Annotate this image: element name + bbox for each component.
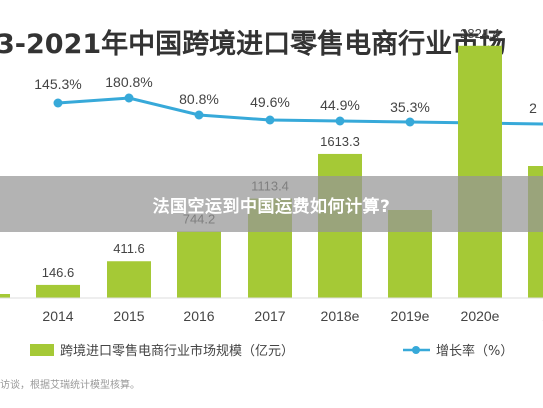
bar-value-label-2018e: 1613.3 [320, 134, 360, 149]
x-tick-2017: 2017 [254, 308, 285, 324]
x-tick-2020e: 2020e [461, 308, 500, 324]
chart-title: 3-2021年中国跨境进口零售电商行业市场 [0, 28, 506, 60]
growth-label-1: 180.8% [105, 74, 152, 90]
bar-2020e [458, 45, 502, 298]
growth-label-7: 2 [529, 100, 537, 116]
bar-value-label-2014: 146.6 [42, 265, 75, 280]
bar-2016 [177, 231, 221, 298]
bar-2014 [36, 284, 80, 298]
source-note: 访谈，根据艾瑞统计模型核算。 [0, 380, 140, 391]
legend-bar-swatch [30, 344, 54, 356]
growth-label-3: 49.6% [250, 94, 290, 110]
bar-value-label-2020e: 2824.4 [460, 26, 500, 41]
legend-bar-label: 跨境进口零售电商行业市场规模（亿元） [60, 343, 294, 359]
x-tick-2015: 2015 [113, 308, 144, 324]
growth-point-3 [265, 115, 275, 125]
legend-line-marker [412, 346, 420, 354]
caption-overlay: 法国空运到中国运费如何计算? [0, 176, 543, 232]
x-tick-2016: 2016 [183, 308, 214, 324]
growth-label-2: 80.8% [179, 91, 219, 107]
x-tick-layer: 320142015201620172018e2019e2020e20 [42, 308, 543, 324]
growth-label-0: 145.3% [34, 76, 81, 92]
bar-value-label-2015: 411.6 [113, 241, 145, 256]
legend: 跨境进口零售电商行业市场规模（亿元） 增长率（%） [30, 343, 513, 359]
x-tick-2018e: 2018e [321, 308, 360, 324]
growth-point-4 [335, 116, 345, 126]
x-tick-2014: 2014 [42, 308, 73, 324]
growth-point-0 [53, 98, 63, 108]
growth-point-1 [124, 93, 134, 103]
growth-point-2 [194, 110, 204, 120]
x-tick-2019e: 2019e [391, 308, 430, 324]
growth-label-5: 35.3% [390, 99, 430, 115]
overlay-caption: 法国空运到中国运费如何计算? [152, 196, 391, 217]
growth-point-5 [405, 117, 415, 127]
bar-2015 [107, 261, 151, 298]
bar-3 [0, 294, 10, 298]
legend-line-label: 增长率（%） [436, 343, 513, 359]
growth-label-4: 44.9% [320, 97, 360, 113]
